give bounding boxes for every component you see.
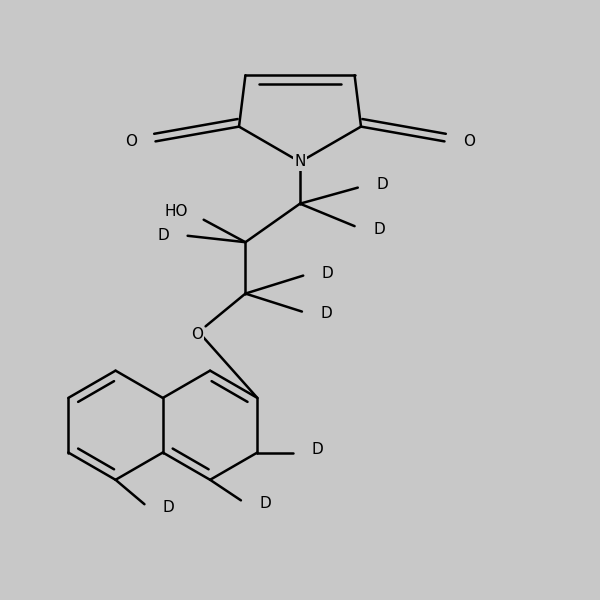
Text: D: D <box>320 306 332 321</box>
Text: D: D <box>157 228 169 243</box>
Text: D: D <box>322 266 334 281</box>
Text: D: D <box>311 442 323 457</box>
Text: HO: HO <box>164 204 188 219</box>
Text: D: D <box>259 496 271 511</box>
Text: D: D <box>373 222 385 237</box>
Text: N: N <box>295 154 305 169</box>
Text: O: O <box>125 134 137 149</box>
Text: O: O <box>191 326 203 341</box>
Text: O: O <box>463 134 475 149</box>
Text: D: D <box>376 177 388 192</box>
Text: D: D <box>163 500 175 515</box>
